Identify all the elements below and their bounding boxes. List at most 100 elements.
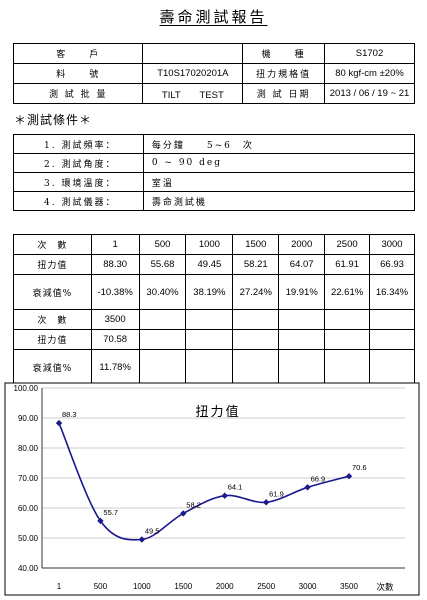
x-tick-label: 1500 (174, 582, 192, 591)
decay-row-cell: 19.91% (278, 274, 326, 310)
torque-row-2: 扭力值 70.58 (13, 329, 415, 350)
y-tick-label: 40.00 (18, 564, 39, 573)
count-row-label: 次 數 (13, 234, 92, 255)
decay-row-cell: 38.19% (185, 274, 234, 310)
data-label: 70.6 (352, 463, 367, 472)
chart-gridlines (41, 387, 405, 569)
count-row-cell: 2000 (278, 234, 326, 255)
count-row-2-label: 次 數 (13, 309, 92, 330)
info-label: 測 試 批 量 (12, 83, 144, 104)
decay-row-cell: 27.24% (232, 274, 280, 310)
condition-label: 1. 測試頻率： (13, 134, 144, 154)
y-tick-label: 70.00 (18, 474, 39, 483)
info-table: 客 戶 機 種 S1702 料 號 T10S17020201A 扭力規格值 80 kgf-c… (12, 43, 415, 104)
torque-row-2-cell (278, 329, 326, 350)
count-row-cell: 1500 (232, 234, 280, 255)
info-label: 客 戶 (12, 43, 144, 64)
data-point (345, 473, 353, 480)
torque-row-label: 扭力值 (13, 254, 92, 275)
y-tick-label: 60.00 (18, 504, 39, 513)
torque-row-cell: 49.45 (185, 254, 234, 275)
info-label: 測 試 日期 (242, 83, 326, 104)
decay-row: 衰減值% -10.38% 30.40% 38.19% 27.24% 19.91% 22.61… (13, 274, 415, 310)
x-tick-label: 2000 (216, 582, 234, 591)
info-row: 測 試 批 量 TILT TEST 測 試 日期 2013 / 06 / 19 ~ 2… (12, 83, 415, 104)
data-point (55, 419, 63, 427)
decay-row-2: 衰減值% 11.78% (13, 349, 415, 385)
data-label: 61.9 (269, 489, 284, 498)
data-point (221, 492, 228, 499)
decay-row-2-cell (324, 349, 371, 385)
info-row: 料 號 T10S17020201A 扭力規格值 80 kgf-cm ±20% (12, 63, 415, 84)
condition-value: 每分鐘 5~6 次 (142, 134, 416, 154)
torque-row-2-label: 扭力值 (13, 329, 92, 350)
decay-row-2-cell (232, 349, 280, 385)
count-row-cell: 500 (138, 234, 187, 255)
data-point (304, 484, 311, 491)
info-label: 扭力規格值 (242, 63, 326, 84)
info-value (142, 43, 244, 64)
y-tick-label: 50.00 (18, 534, 39, 543)
condition-value: 室溫 (142, 172, 416, 192)
count-row-2-cell (278, 309, 326, 330)
count-row-2-cell (185, 309, 234, 330)
torque-row-2-cell: 70.58 (90, 329, 140, 350)
chart-y-tick-labels: 40.00 50.00 60.00 70.00 80.00 90.00 100.00 (14, 384, 39, 573)
info-value: T10S17020201A (142, 63, 244, 84)
torque-row-2-cell (324, 329, 371, 350)
x-tick-label: 1 (57, 582, 62, 591)
decay-row-2-cell (369, 349, 415, 385)
info-value: TILT TEST (142, 83, 244, 104)
chart-title: 扭力值 (195, 404, 240, 420)
info-value: S1702 (324, 43, 415, 64)
torque-row-2-cell (185, 329, 234, 350)
y-tick-label: 90.00 (18, 414, 39, 423)
condition-value: 壽命測試機 (142, 191, 416, 211)
condition-value: 0 ~ 90 deg (142, 153, 416, 173)
count-row-2: 次 數 3500 (13, 309, 415, 330)
count-row-2-cell (324, 309, 371, 330)
x-tick-label: 1000 (133, 582, 151, 591)
condition-row: 3. 環境溫度： 室溫 (13, 172, 416, 192)
condition-row: 2. 測試角度： 0 ~ 90 deg (13, 153, 416, 173)
torque-row-cell: 88.30 (90, 254, 140, 275)
torque-row: 扭力值 88.30 55.68 49.45 58.21 64.07 61.91 66.93 (13, 254, 415, 275)
torque-row-cell: 66.93 (369, 254, 415, 275)
info-value: 2013 / 06 / 19 ~ 21 (324, 83, 415, 104)
count-row-cell: 1000 (185, 234, 234, 255)
x-tick-label: 3000 (299, 582, 317, 591)
count-row-cell: 2500 (324, 234, 371, 255)
decay-row-cell: -10.38% (90, 274, 140, 310)
condition-label: 4. 測試儀器： (13, 191, 144, 211)
torque-row-cell: 55.68 (138, 254, 187, 275)
condition-row: 4. 測試儀器： 壽命測試機 (13, 191, 416, 211)
x-tick-label: 500 (94, 582, 108, 591)
conditions-heading: ＊測試條件＊ (14, 113, 93, 127)
torque-row-cell: 61.91 (324, 254, 371, 275)
results-table: 次 數 1 500 1000 1500 2000 2500 3000 扭力值 88.30 55.68… (13, 234, 415, 385)
conditions-table: 1. 測試頻率： 每分鐘 5~6 次 2. 測試角度： 0 ~ 90 deg 3. 環境… (13, 134, 416, 211)
report-title: 壽命測試報告 (159, 8, 268, 26)
count-row-cell: 3000 (369, 234, 415, 255)
y-tick-label: 100.00 (14, 384, 39, 393)
chart-x-axis-label: 次數 (376, 582, 394, 593)
info-label: 機 種 (242, 43, 326, 64)
data-label: 66.9 (311, 474, 326, 483)
count-row: 次 數 1 500 1000 1500 2000 2500 3000 (13, 234, 415, 255)
data-label: 58.2 (186, 500, 201, 509)
torque-row-cell: 58.21 (232, 254, 280, 275)
data-label: 64.1 (228, 483, 243, 492)
decay-row-cell: 22.61% (324, 274, 371, 310)
info-row: 客 戶 機 種 S1702 (12, 43, 415, 64)
count-row-cell: 1 (90, 234, 140, 255)
y-tick-label: 80.00 (18, 444, 39, 453)
torque-row-2-cell (369, 329, 415, 350)
data-label: 49.5 (145, 527, 160, 536)
count-row-2-cell (138, 309, 187, 330)
chart-data-labels: 88.3 55.7 49.5 58.2 64.1 61.9 66.9 70.6 (62, 410, 367, 535)
data-point (262, 499, 270, 506)
condition-row: 1. 測試頻率： 每分鐘 5~6 次 (13, 134, 416, 154)
data-label: 88.3 (62, 410, 77, 419)
count-row-2-cell (369, 309, 415, 330)
